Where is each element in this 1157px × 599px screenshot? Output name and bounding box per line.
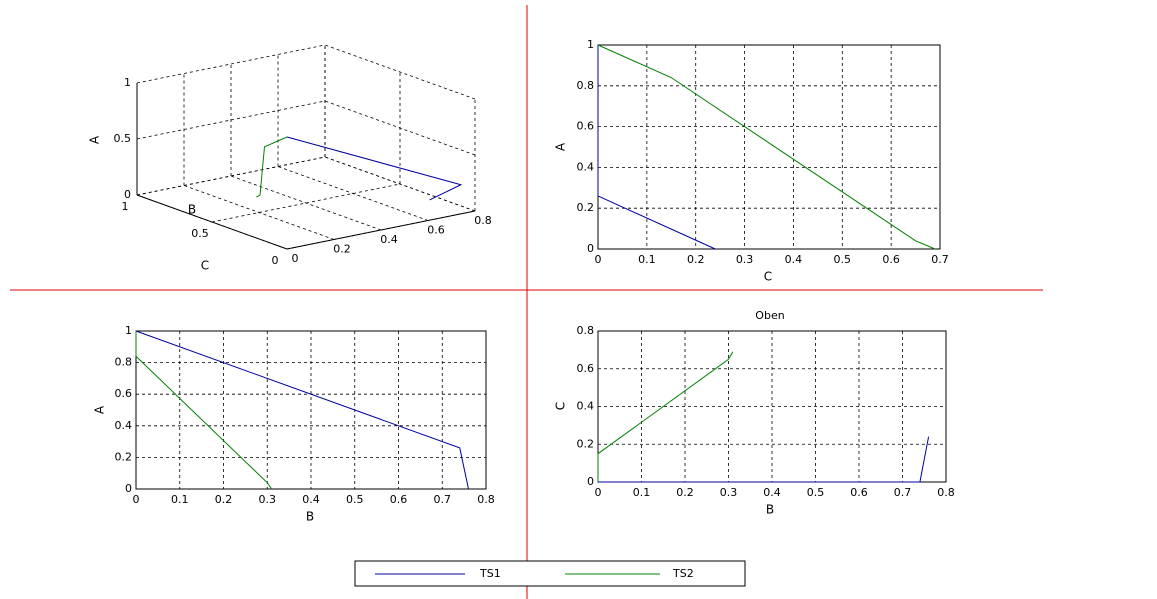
- x-axis-label: B: [766, 503, 774, 517]
- y-tick-label: 0.8: [115, 356, 133, 369]
- y-tick-label: 0: [125, 482, 132, 495]
- x-tick-label: 0.1: [633, 486, 651, 499]
- x-tick-label: 0.3: [736, 253, 754, 266]
- x-axis-label: B: [306, 510, 314, 524]
- x-tick-label: 0.3: [720, 486, 738, 499]
- z-tick-label: 1: [124, 76, 131, 89]
- y-tick-label: 0.2: [577, 437, 595, 450]
- y-axis-label: C: [201, 259, 209, 273]
- series-line: [135, 330, 469, 490]
- z-tick-label: 0.5: [114, 132, 132, 145]
- series-line: [598, 436, 930, 483]
- x-tick-label: 0.2: [676, 486, 694, 499]
- y-axis-label: C: [554, 402, 568, 410]
- y-tick-label: 1: [125, 324, 132, 337]
- grid-line: [183, 185, 335, 240]
- series-line: [597, 44, 936, 250]
- x-tick-label: 0.4: [785, 253, 803, 266]
- grid-line: [136, 156, 326, 196]
- y-tick-label: 0.4: [577, 400, 595, 413]
- y-axis-label: A: [554, 142, 568, 151]
- grid-line: [277, 166, 429, 221]
- y-tick-label: 0.8: [577, 79, 595, 92]
- plot-area: [598, 45, 940, 249]
- x-tick-label: 0.6: [390, 493, 408, 506]
- x-tick-label: 0.2: [687, 253, 705, 266]
- x-tick-label: 0.4: [302, 493, 320, 506]
- x-tick-label: 0.7: [434, 493, 452, 506]
- series-line: [597, 351, 734, 482]
- x-tick-label: 0.7: [931, 253, 949, 266]
- y-axis-label: A: [93, 405, 107, 414]
- z-tick-label: 0: [124, 188, 131, 201]
- legend-label: TS2: [672, 567, 694, 580]
- axis-line: [286, 210, 476, 250]
- z-axis-label: A: [88, 135, 102, 144]
- chart-title: Oben: [755, 309, 784, 322]
- x-tick-label: 0.4: [763, 486, 781, 499]
- x-tick-label: 0.4: [380, 233, 398, 246]
- axes-box: [135, 330, 487, 490]
- x-tick-label: 0: [133, 493, 140, 506]
- x-tick-label: 0.1: [638, 253, 656, 266]
- x-tick-label: 0.2: [215, 493, 233, 506]
- x-tick-label: 0.5: [834, 253, 852, 266]
- y-tick-label: 0.4: [577, 160, 595, 173]
- y-tick-label: 1: [587, 38, 594, 51]
- y-tick-label: 0.8: [577, 324, 595, 337]
- y-tick-label: 0.6: [577, 120, 595, 133]
- grid-line: [230, 175, 382, 231]
- x-tick-label: 0.5: [807, 486, 825, 499]
- x-tick-label: 0.7: [894, 486, 912, 499]
- x-axis-label: C: [764, 270, 772, 284]
- x-tick-label: 0.2: [333, 243, 351, 256]
- y-tick-label: 0: [587, 475, 594, 488]
- grid-line: [324, 44, 476, 100]
- x-tick-label: 0.6: [882, 253, 900, 266]
- grid-line: [324, 156, 476, 212]
- x-tick-label: 0.8: [474, 214, 492, 227]
- y-tick-label: 0: [272, 254, 279, 267]
- axis-line: [136, 194, 288, 250]
- y-tick-label: 0: [587, 242, 594, 255]
- x-tick-label: 0.8: [477, 493, 495, 506]
- series-line: [135, 331, 273, 490]
- grid-line: [136, 44, 326, 84]
- y-tick-label: 0.2: [115, 450, 133, 463]
- x-tick-label: 0.5: [346, 493, 364, 506]
- x-tick-label: 0: [292, 252, 299, 265]
- series-line: [256, 136, 288, 198]
- x-tick-label: 0: [595, 486, 602, 499]
- x-tick-label: 0: [595, 253, 602, 266]
- legend-label: TS1: [479, 567, 501, 580]
- x-tick-label: 0.6: [427, 224, 445, 237]
- y-tick-label: 0.5: [191, 227, 209, 240]
- grid-line: [136, 100, 326, 140]
- series-line: [597, 45, 716, 250]
- grid-line: [324, 100, 476, 156]
- series-line: [286, 136, 463, 201]
- x-tick-label: 0.8: [937, 486, 955, 499]
- y-tick-label: 0.6: [577, 362, 595, 375]
- grid-line: [211, 183, 401, 223]
- x-tick-label: 0.1: [171, 493, 189, 506]
- y-tick-label: 0.4: [115, 419, 133, 432]
- y-tick-label: 1: [122, 200, 129, 213]
- x-axis-label: B: [188, 203, 196, 217]
- x-tick-label: 0.6: [850, 486, 868, 499]
- y-tick-label: 0.2: [577, 201, 595, 214]
- x-tick-label: 0.3: [259, 493, 277, 506]
- y-tick-label: 0.6: [115, 387, 133, 400]
